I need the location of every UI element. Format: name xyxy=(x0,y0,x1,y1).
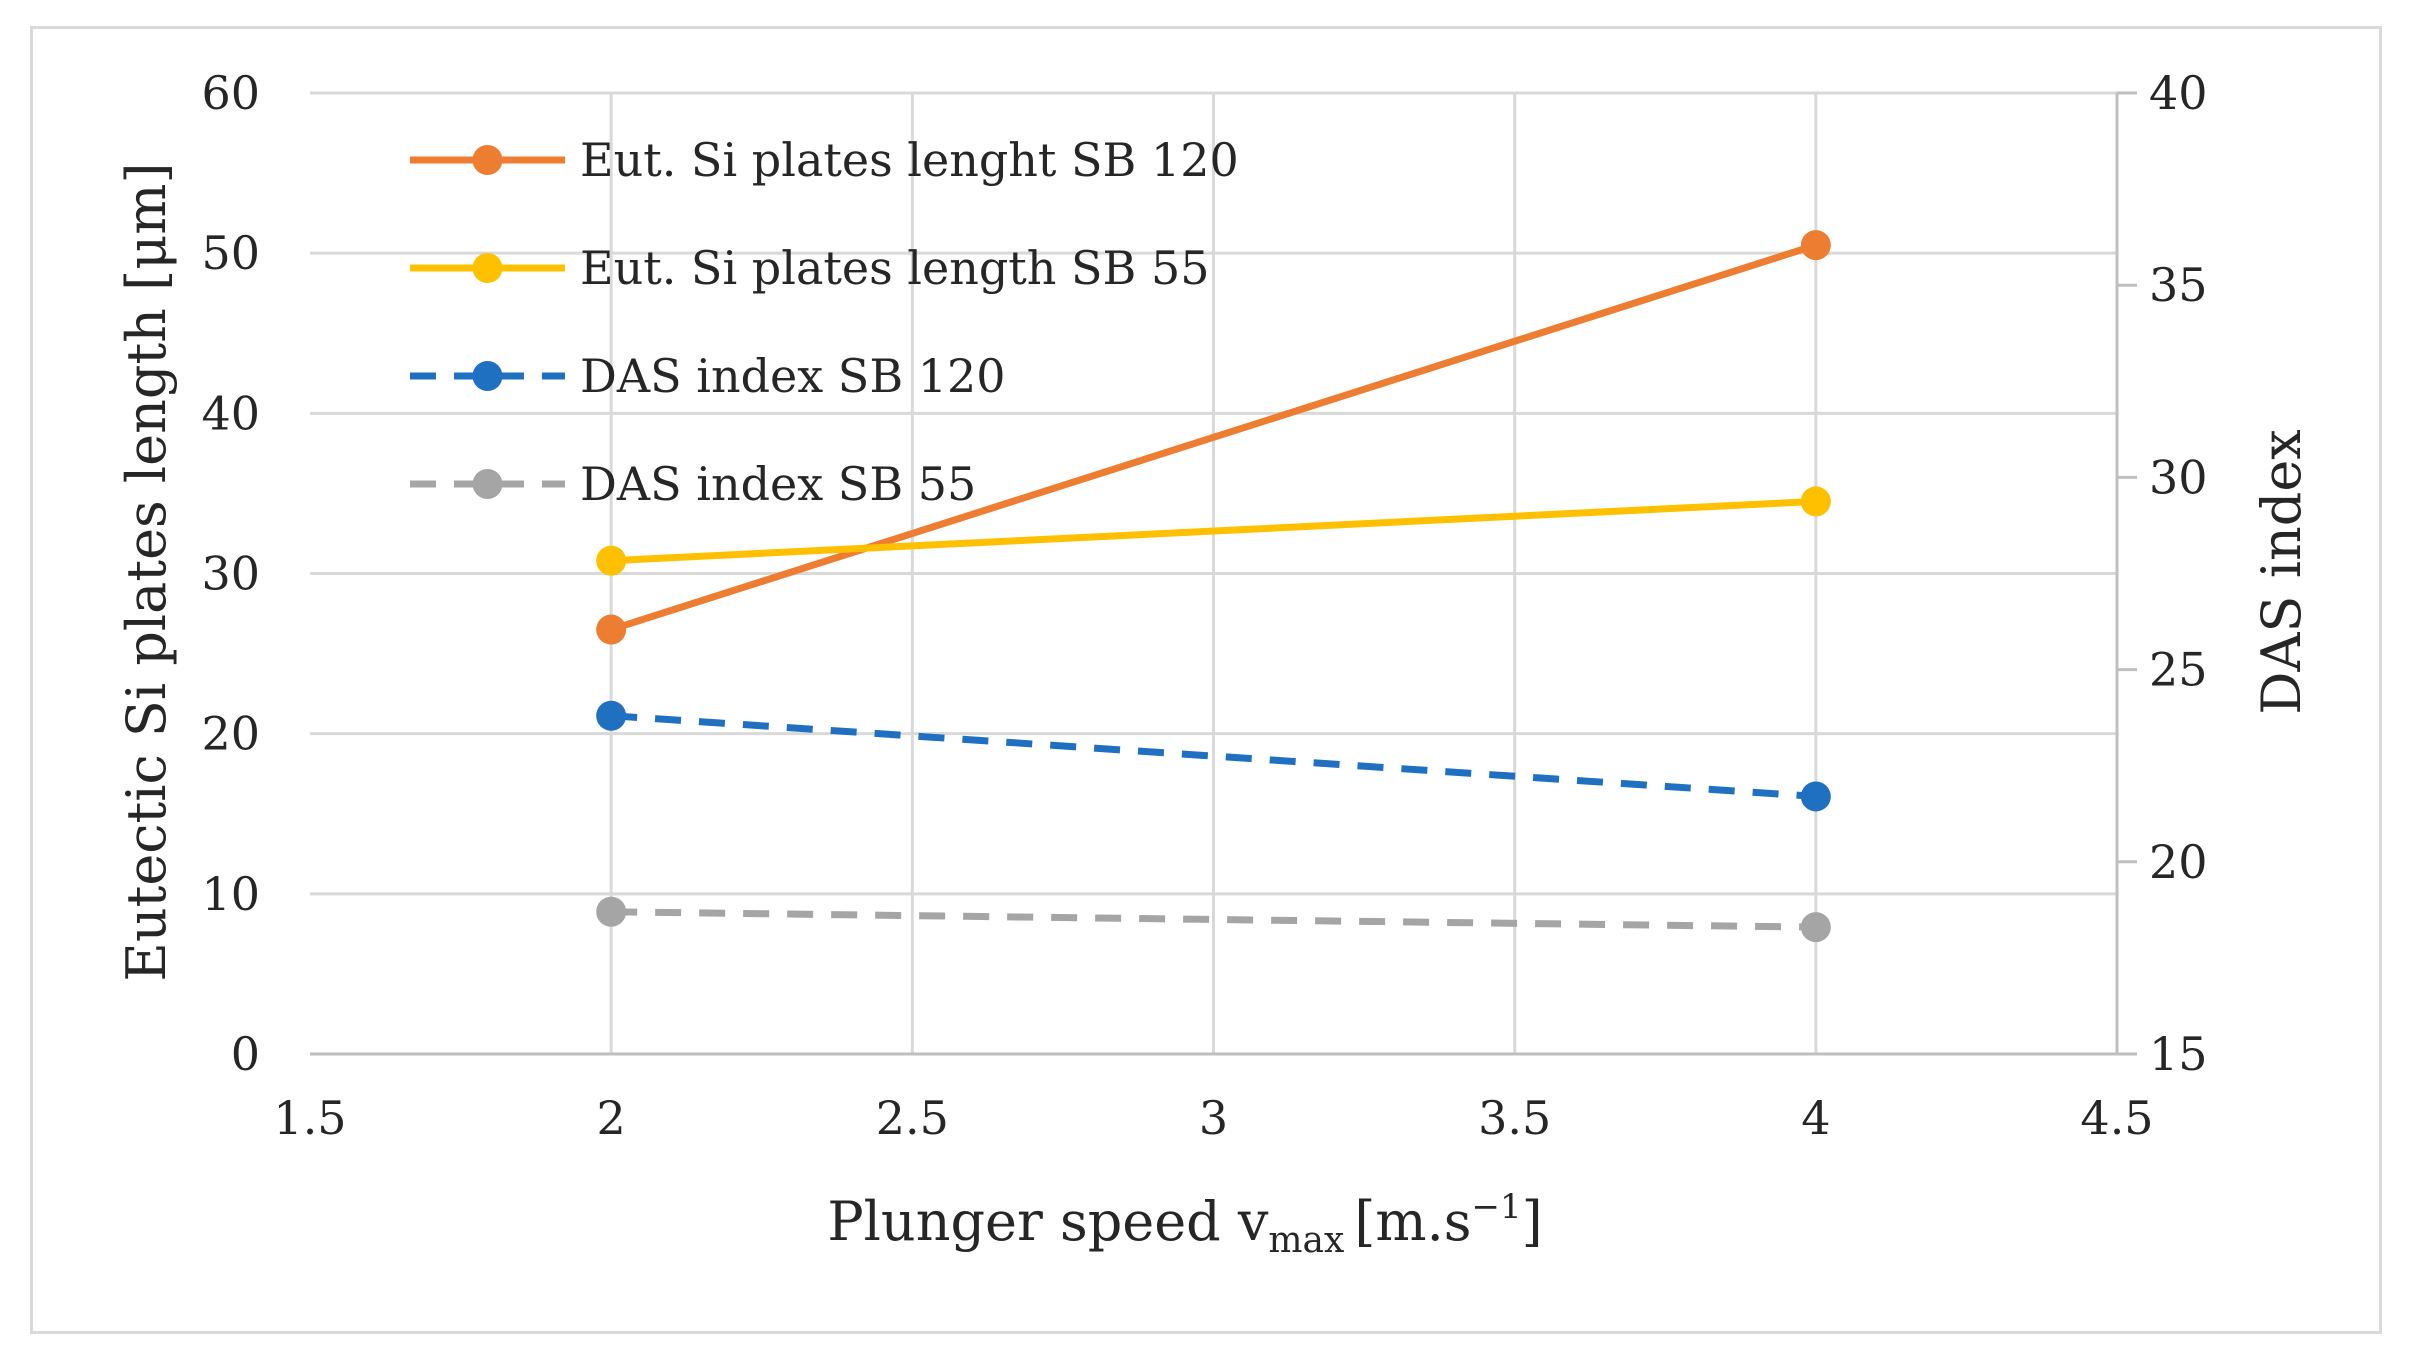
right-tick-label: 15 xyxy=(2149,1027,2208,1081)
right-tick-label: 35 xyxy=(2149,258,2208,312)
right-tick-label: 20 xyxy=(2149,835,2208,889)
chart-frame xyxy=(30,26,2382,1334)
left-tick-label: 60 xyxy=(201,66,260,120)
series-line-4 xyxy=(611,908,1816,931)
series-4-point-1 xyxy=(596,896,627,927)
legend-label-4: DAS index SB 55 xyxy=(580,457,976,511)
x-axis-title-subscript: max xyxy=(1268,1220,1344,1261)
x-axis-title-main: Plunger speed v xyxy=(827,1190,1269,1253)
series-2-point-1 xyxy=(596,545,627,576)
legend-marker-3 xyxy=(472,361,503,391)
left-tick-label: 10 xyxy=(201,867,260,921)
left-tick-label: 40 xyxy=(201,386,260,440)
series-1-point-2 xyxy=(1800,230,1831,261)
x-tick-label: 2 xyxy=(597,1091,626,1145)
x-tick-label: 2.5 xyxy=(876,1091,949,1145)
x-axis-title: Plunger speed vmax [m.s−1] xyxy=(827,1187,1542,1261)
left-axis-ticks: 0 10 20 30 40 50 60 xyxy=(201,66,260,1081)
right-axis-title: DAS index xyxy=(2250,429,2313,714)
x-tick-label: 1.5 xyxy=(273,1091,346,1145)
left-tick-label: 20 xyxy=(201,707,260,761)
legend-label-3: DAS index SB 120 xyxy=(580,349,1006,403)
left-tick-label: 50 xyxy=(201,226,260,280)
series-4-point-2 xyxy=(1800,912,1831,943)
legend-label-2: Eut. Si plates length SB 55 xyxy=(580,241,1210,295)
series-line-3 xyxy=(610,712,1817,800)
series-line-1 xyxy=(610,241,1817,633)
legend-marker-4 xyxy=(472,469,503,499)
series-line-2 xyxy=(610,497,1817,565)
x-axis-ticks: 1.5 2 2.5 3 3.5 4 4.5 xyxy=(273,1091,2153,1145)
legend-label-1: Eut. Si plates lenght SB 120 xyxy=(580,133,1239,187)
series-3-point-1 xyxy=(596,700,627,731)
axes xyxy=(310,93,2119,1056)
right-tick-label: 40 xyxy=(2149,66,2208,120)
series-1-point-1 xyxy=(596,614,627,645)
x-tick-label: 4.5 xyxy=(2080,1091,2153,1145)
x-axis-title-superscript: −1 xyxy=(1471,1187,1521,1227)
x-axis-title-bracket-close: ] xyxy=(1522,1190,1543,1253)
legend-marker-2 xyxy=(472,253,503,283)
left-tick-label: 0 xyxy=(231,1027,260,1081)
x-tick-label: 3.5 xyxy=(1478,1091,1551,1145)
legend-marker-1 xyxy=(472,145,503,175)
x-axis-title-bracket-open: [m.s xyxy=(1354,1190,1471,1253)
series-2-point-2 xyxy=(1800,486,1831,517)
series-points xyxy=(596,230,1831,943)
legend: Eut. Si plates lenght SB 120 Eut. Si plat… xyxy=(410,133,1239,511)
left-tick-label: 30 xyxy=(201,547,260,601)
x-tick-label: 3 xyxy=(1199,1091,1228,1145)
series-lines xyxy=(610,241,1817,931)
series-3-point-2 xyxy=(1800,781,1831,812)
right-axis-ticks: 15 20 25 30 35 40 xyxy=(2117,66,2208,1081)
x-tick-label: 4 xyxy=(1801,1091,1830,1145)
right-tick-label: 25 xyxy=(2149,643,2208,697)
right-tick-label: 30 xyxy=(2149,450,2208,504)
left-axis-title: Eutectic Si plates length [μm] xyxy=(115,162,178,981)
